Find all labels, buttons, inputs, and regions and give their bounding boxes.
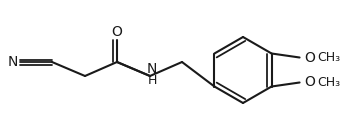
Text: CH₃: CH₃ <box>318 51 341 64</box>
Text: N: N <box>147 62 157 76</box>
Text: H: H <box>147 75 157 87</box>
Text: O: O <box>112 25 122 39</box>
Text: N: N <box>8 55 18 69</box>
Text: O: O <box>305 51 315 64</box>
Text: CH₃: CH₃ <box>318 76 341 89</box>
Text: O: O <box>305 75 315 90</box>
